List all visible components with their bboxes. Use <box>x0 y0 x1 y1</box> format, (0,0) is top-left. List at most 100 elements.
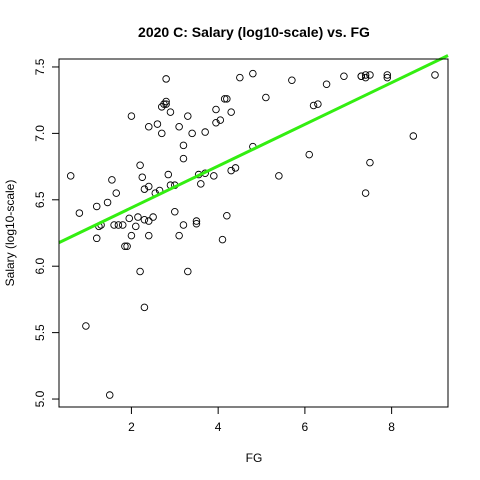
data-point <box>361 71 370 79</box>
data-point <box>160 100 168 108</box>
data-point <box>164 170 173 179</box>
x-tick-label: 2 <box>128 420 135 434</box>
data-point <box>127 231 136 240</box>
data-point <box>121 242 129 251</box>
data-point <box>322 80 331 88</box>
data-point <box>409 132 418 140</box>
y-tick-label: 5.5 <box>33 324 47 341</box>
data-point <box>149 213 157 221</box>
data-point <box>136 267 144 276</box>
data-point <box>192 219 201 228</box>
data-point <box>162 75 170 83</box>
data-point <box>192 217 201 225</box>
data-point <box>145 217 153 225</box>
data-point <box>236 73 244 82</box>
y-tick-label: 7.5 <box>33 58 47 75</box>
data-point <box>288 76 296 84</box>
data-point <box>127 112 136 120</box>
data-point <box>75 209 84 217</box>
data-point <box>227 166 235 175</box>
data-point <box>175 122 183 131</box>
data-point <box>179 221 188 229</box>
x-tick-label: 8 <box>388 420 395 434</box>
data-point <box>175 231 183 240</box>
data-point <box>82 322 90 330</box>
x-tick-label: 4 <box>215 420 222 434</box>
data-point <box>125 214 133 223</box>
data-point <box>216 116 225 124</box>
data-point <box>210 172 218 180</box>
data-point <box>361 189 370 197</box>
data-point <box>114 221 123 229</box>
data-point <box>361 73 370 82</box>
data-point <box>162 100 170 108</box>
data-point <box>140 303 149 312</box>
data-point <box>314 100 322 108</box>
x-axis: 2 4 6 8 <box>128 406 395 434</box>
data-point <box>66 172 75 180</box>
data-point <box>340 72 348 81</box>
data-point <box>145 231 153 240</box>
data-point <box>197 180 205 188</box>
data-point <box>227 108 235 116</box>
data-point <box>92 234 101 243</box>
y-axis: 5.0 5.5 6.0 6.5 7.0 7.5 <box>33 58 60 407</box>
data-point <box>153 120 162 128</box>
regression-line <box>58 54 449 244</box>
data-point <box>171 207 179 216</box>
data-point <box>188 129 196 138</box>
data-point <box>309 101 318 110</box>
data-point <box>132 222 140 231</box>
data-point <box>383 71 392 79</box>
data-point <box>275 172 283 180</box>
data-point <box>383 73 392 82</box>
data-point <box>220 95 229 103</box>
data-point <box>145 122 153 131</box>
data-point <box>218 235 227 244</box>
data-point <box>212 105 220 114</box>
data-point <box>223 95 231 103</box>
data-point <box>140 185 149 193</box>
data-point <box>249 69 257 78</box>
data-point <box>103 198 112 207</box>
data-point <box>366 158 374 167</box>
data-point <box>201 128 209 136</box>
data-point <box>231 164 240 172</box>
y-tick-label: 6.0 <box>33 258 47 275</box>
data-point <box>158 129 166 138</box>
data-point <box>179 154 188 163</box>
data-point <box>305 150 313 159</box>
data-point <box>123 242 131 251</box>
data-point <box>108 176 116 184</box>
data-point <box>138 173 147 181</box>
data-point <box>212 119 220 127</box>
data-point <box>166 108 175 116</box>
data-point <box>431 71 439 79</box>
data-point <box>92 202 101 211</box>
x-tick-label: 6 <box>302 420 309 434</box>
data-point <box>105 391 114 399</box>
data-point <box>140 215 149 224</box>
data-point <box>357 72 366 81</box>
y-tick-label: 5.0 <box>33 390 47 407</box>
data-point <box>136 161 144 170</box>
x-axis-label: FG <box>246 451 263 465</box>
plot-area <box>58 54 449 399</box>
data-point <box>145 182 153 191</box>
data-point <box>110 221 118 229</box>
data-point <box>134 213 142 221</box>
y-axis-label: Salary (log10-scale) <box>3 180 17 287</box>
data-point <box>179 141 188 150</box>
chart-title: 2020 C: Salary (log10-scale) vs. FG <box>138 24 370 40</box>
y-tick-label: 7.0 <box>33 125 47 142</box>
y-tick-label: 6.5 <box>33 191 47 208</box>
data-point <box>158 103 166 111</box>
data-point <box>262 93 270 102</box>
data-point <box>184 112 192 120</box>
data-point <box>118 221 127 229</box>
data-point <box>162 97 170 106</box>
data-point <box>112 189 120 197</box>
data-point <box>366 71 374 79</box>
plot-frame <box>58 58 449 408</box>
